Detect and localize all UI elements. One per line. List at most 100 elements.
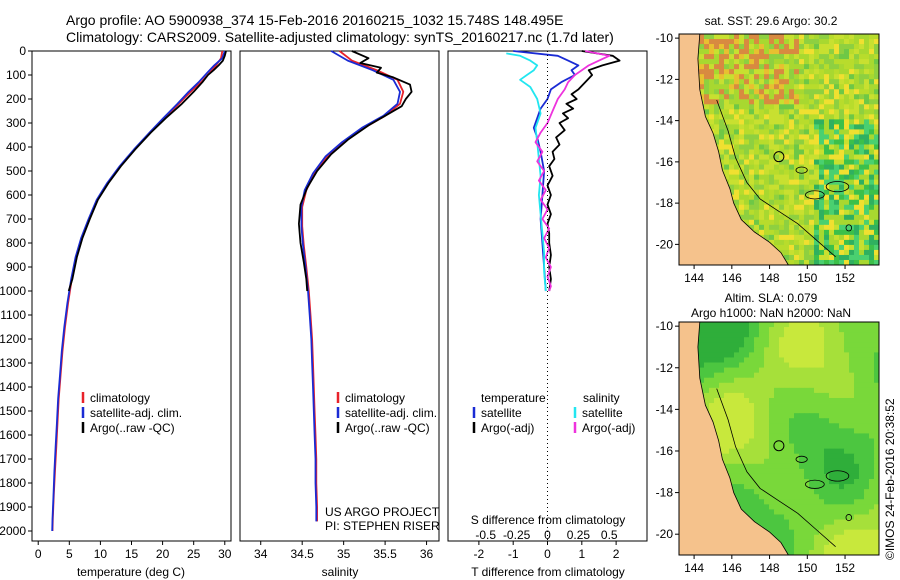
heatmap-cell <box>874 199 880 206</box>
heatmap-cell <box>754 448 760 455</box>
heatmap-cell <box>734 413 740 419</box>
heatmap-cell <box>749 423 755 429</box>
heatmap-cell <box>774 74 780 80</box>
heatmap-cell <box>824 519 830 526</box>
heatmap-cell <box>864 129 870 135</box>
heatmap-cell <box>754 519 760 526</box>
heatmap-cell <box>754 377 760 384</box>
difference-legend-temp-argo: Argo(-adj) <box>481 421 534 435</box>
heatmap-cell <box>789 249 795 256</box>
heatmap-cell <box>849 443 855 450</box>
heatmap-cell <box>874 332 880 338</box>
heatmap-cell <box>794 539 800 546</box>
heatmap-cell <box>829 539 835 546</box>
heatmap-cell <box>814 184 820 191</box>
salinity-difference-tick-label: 0 <box>544 528 551 542</box>
heatmap-cell <box>874 159 880 165</box>
heatmap-cell <box>874 362 880 368</box>
heatmap-cell <box>859 89 865 95</box>
temperature-legend-climatology: climatology <box>90 391 150 405</box>
reef-outline <box>805 479 825 489</box>
heatmap-cell <box>874 484 880 490</box>
heatmap-cell <box>769 169 775 176</box>
heatmap-cell <box>804 499 810 505</box>
heatmap-cell <box>854 352 860 358</box>
heatmap-cell <box>799 144 805 150</box>
heatmap-cell <box>869 499 875 505</box>
heatmap-cell <box>784 114 790 120</box>
heatmap-cell <box>734 377 740 384</box>
heatmap-cell <box>724 342 730 348</box>
heatmap-cell <box>799 129 805 135</box>
heatmap-cell <box>754 397 760 404</box>
heatmap-cell <box>854 114 860 120</box>
heatmap-cell <box>754 124 760 130</box>
heatmap-cell <box>724 84 730 90</box>
heatmap-cell <box>844 209 850 216</box>
heatmap-cell <box>869 433 875 439</box>
heatmap-cell <box>844 239 850 246</box>
heatmap-cell <box>869 224 875 231</box>
heatmap-cell <box>844 549 850 556</box>
heatmap-cell <box>744 357 750 363</box>
heatmap-cell <box>764 129 770 135</box>
heatmap-cell <box>759 204 765 211</box>
heatmap-cell <box>729 413 735 419</box>
heatmap-cell <box>724 448 730 455</box>
heatmap-cell <box>704 109 710 115</box>
heatmap-cell <box>844 357 850 363</box>
heatmap-cell <box>834 524 840 531</box>
heatmap-cell <box>849 184 855 191</box>
heatmap-cell <box>869 129 875 135</box>
heatmap-cell <box>739 337 745 343</box>
heatmap-cell <box>774 204 780 211</box>
heatmap-cell <box>709 403 715 409</box>
heatmap-cell <box>804 254 810 261</box>
heatmap-cell <box>839 259 845 266</box>
heatmap-cell <box>779 367 785 374</box>
heatmap-cell <box>704 104 710 110</box>
heatmap-cell <box>724 134 730 140</box>
heatmap-cell <box>799 89 805 95</box>
heatmap-cell <box>804 509 810 515</box>
heatmap-cell <box>749 84 755 90</box>
heatmap-cell <box>804 229 810 236</box>
heatmap-cell <box>799 174 805 181</box>
heatmap-cell <box>734 179 740 186</box>
heatmap-cell <box>729 357 735 363</box>
heatmap-cell <box>734 94 740 100</box>
depth-tick-label: 400 <box>6 140 26 154</box>
heatmap-cell <box>819 413 825 419</box>
heatmap-cell <box>764 189 770 196</box>
heatmap-cell <box>789 164 795 170</box>
heatmap-cell <box>794 124 800 130</box>
heatmap-cell <box>839 119 845 125</box>
x-tick-label: 0 <box>544 547 551 561</box>
heatmap-cell <box>824 322 830 328</box>
heatmap-cell <box>854 84 860 90</box>
heatmap-cell <box>774 327 780 333</box>
heatmap-cell <box>759 159 765 165</box>
heatmap-cell <box>739 74 745 80</box>
heatmap-cell <box>864 418 870 424</box>
heatmap-cell <box>844 403 850 409</box>
heatmap-cell <box>854 509 860 515</box>
heatmap-cell <box>739 494 745 500</box>
heatmap-cell <box>849 372 855 379</box>
heatmap-cell <box>839 539 845 546</box>
heatmap-cell <box>764 509 770 515</box>
heatmap-cell <box>829 209 835 216</box>
heatmap-cell <box>724 99 730 105</box>
heatmap-cell <box>774 473 780 480</box>
heatmap-cell <box>754 34 760 40</box>
heatmap-cell <box>779 479 785 485</box>
heatmap-cell <box>804 489 810 495</box>
heatmap-cell <box>774 44 780 50</box>
heatmap-cell <box>804 74 810 80</box>
heatmap-cell <box>864 74 870 80</box>
heatmap-cell <box>814 372 820 379</box>
heatmap-cell <box>794 159 800 165</box>
heatmap-cell <box>824 119 830 125</box>
heatmap-cell <box>874 443 880 450</box>
heatmap-cell <box>824 179 830 186</box>
